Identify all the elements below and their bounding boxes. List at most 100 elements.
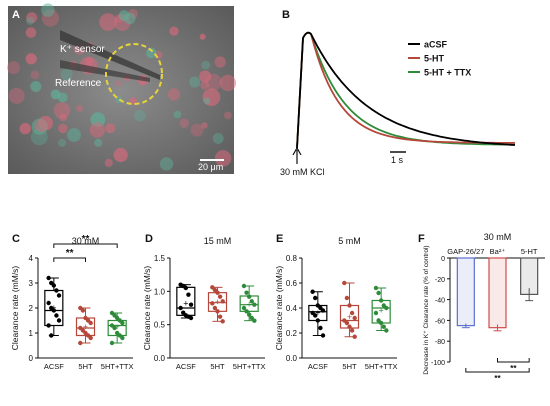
panel-title: 15 mM [204,236,232,246]
data-point [188,315,194,321]
data-point [373,310,379,316]
cell-blob [219,74,237,92]
panel-title: 5 mM [338,236,361,246]
data-point [320,333,326,338]
data-point [210,301,215,306]
cell-blob [58,123,68,134]
y-tick-label: -60 [435,318,445,325]
cell-blob [169,26,179,36]
data-point [376,290,381,296]
category-label: 5HT [342,362,357,371]
data-point [384,305,389,311]
reference-label: Reference [55,78,102,89]
cell-blob [199,33,206,40]
cell-blob [200,80,210,90]
y-tick-label: -20 [435,277,445,284]
data-point [352,334,357,339]
data-point [54,313,59,318]
y-tick-label: 0.6 [286,279,298,288]
category-label: GAP-26/27 [447,247,484,256]
data-point [246,294,252,299]
box-panels: C 30 mM 0 1 2 3 4 Clearance rate (mM/s) + ACSF +5H… [10,233,398,371]
data-point [349,310,355,316]
data-point [178,305,183,311]
data-point [378,298,384,303]
data-point [46,323,51,328]
data-point [183,285,189,291]
panel-b-letter: B [282,9,290,21]
legend-label: aCSF [424,40,448,50]
data-point [249,299,254,304]
cell-blob [99,13,117,31]
cell-blob [50,89,61,100]
cell-blob [25,53,37,65]
category-label: 5HT [78,362,93,371]
data-point [352,315,357,321]
y-axis-label: Clearance rate (mM/s) [142,266,152,351]
cell-blob [89,122,106,138]
data-point [120,320,125,326]
data-point [349,328,355,333]
cell-blob [41,3,55,17]
cell-blob [34,119,48,133]
y-tick-label: -100 [431,360,445,367]
cell-blob [31,118,48,135]
mean-marker: + [347,312,352,322]
data-point [313,295,318,301]
mean-marker: + [247,300,252,310]
reference-electrode [60,60,150,82]
cell-blob [179,118,189,128]
data-point [252,318,257,323]
data-point [320,308,326,313]
trace-plot [296,31,516,149]
cell-blob [159,157,174,171]
cell-blob [58,138,67,147]
significance-label: ** [66,248,74,259]
data-point [220,319,225,324]
data-point [342,280,347,286]
data-point [212,305,218,311]
y-tick-label: 0.2 [286,329,298,338]
panel-letter: D [145,233,153,245]
category-label: 5HT+TTX [365,362,398,371]
data-point [384,328,389,333]
data-point [378,320,384,326]
trace-5-HT [296,31,515,149]
cell-blob [67,128,81,142]
cell-blob [115,80,122,87]
panel-letter: F [418,233,425,245]
cell-blob [26,12,38,24]
y-tick-label: 0 [441,256,445,263]
category-label: ACSF [176,362,196,371]
y-tick-label: 4 [29,254,34,263]
cell-texture [7,3,237,171]
cell-blob [124,12,136,25]
significance-bracket [465,368,530,373]
data-point [88,320,93,326]
scalebar-label: 20 μm [198,162,223,172]
y-tick-label: 0.4 [286,304,298,313]
panel-title: 30 mM [484,232,512,242]
data-point [252,302,257,307]
micrograph [8,6,234,174]
category-label: 5HT+TTX [233,362,266,371]
data-point [313,313,318,318]
significance-bracket [497,358,530,363]
panel-title: 30 mM [72,236,100,246]
data-point [78,340,83,346]
bar [456,257,475,327]
data-point [88,335,93,341]
data-point [109,340,115,346]
data-point [51,308,57,313]
trace-5-HT + TTX [296,31,515,149]
data-point [241,305,247,311]
cell-blob [30,70,40,80]
data-point [347,324,352,329]
cell-blob [133,109,146,122]
data-point [315,318,321,323]
data-point [46,300,51,306]
mean-marker: + [315,308,320,318]
data-point [373,285,379,291]
category-label: 5HT [210,362,225,371]
